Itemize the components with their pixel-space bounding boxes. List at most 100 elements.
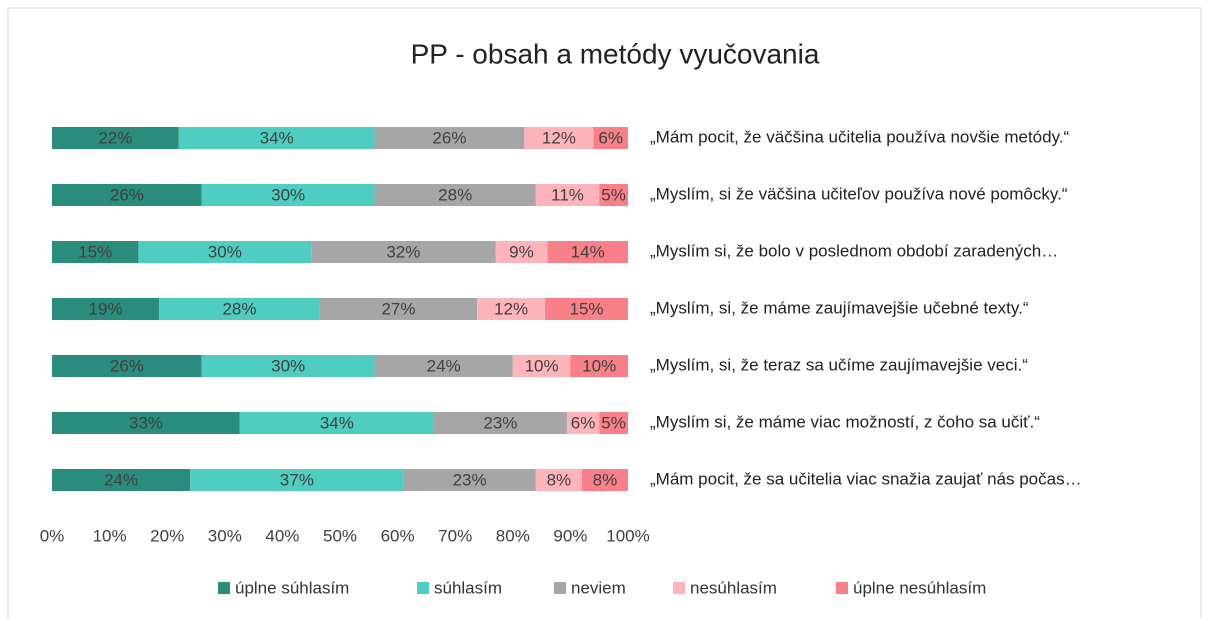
bar-segment xyxy=(477,298,546,320)
legend-label: nesúhlasím xyxy=(690,578,777,597)
legend-label: úplne nesúhlasím xyxy=(853,578,986,597)
data-label: 30% xyxy=(208,242,242,261)
x-tick-label: 100% xyxy=(606,526,649,545)
bar-segment xyxy=(547,241,628,263)
category-label: „Myslím si, že bolo v poslednom období z… xyxy=(650,241,1058,260)
data-label: 9% xyxy=(509,242,534,261)
bar-segment xyxy=(535,469,582,491)
data-label: 30% xyxy=(271,185,305,204)
x-tick-label: 80% xyxy=(496,526,530,545)
bar-segment xyxy=(311,241,496,263)
x-tick-label: 60% xyxy=(381,526,415,545)
legend-swatch xyxy=(673,582,685,594)
bar-segment xyxy=(512,355,571,377)
data-label: 6% xyxy=(571,413,596,432)
data-label: 24% xyxy=(427,356,461,375)
x-tick-label: 70% xyxy=(438,526,472,545)
data-label: 34% xyxy=(260,128,294,147)
chart-title: PP - obsah a metódy vyučovania xyxy=(411,38,820,69)
data-label: 24% xyxy=(104,470,138,489)
data-label: 26% xyxy=(110,185,144,204)
data-label: 15% xyxy=(78,242,112,261)
data-label: 15% xyxy=(570,299,604,318)
bar-segment xyxy=(138,241,312,263)
bar-segment xyxy=(190,469,404,491)
data-label: 5% xyxy=(601,185,626,204)
bar-segment xyxy=(52,298,160,320)
category-label: „Mám pocit, že sa učitelia viac snažia z… xyxy=(650,469,1082,488)
data-label: 11% xyxy=(551,185,584,204)
data-label: 34% xyxy=(320,413,354,432)
bar-segment xyxy=(374,127,525,149)
data-label: 23% xyxy=(453,470,487,489)
bar-segment xyxy=(159,298,320,320)
category-label: „Mám pocit, že väčšina učitelia používa … xyxy=(650,127,1070,146)
data-label: 6% xyxy=(598,128,623,147)
bar-segment xyxy=(52,412,240,434)
data-label: 19% xyxy=(89,299,123,318)
bar-segment xyxy=(52,469,191,491)
data-label: 12% xyxy=(494,299,528,318)
bar-segment xyxy=(201,355,375,377)
bar-segment xyxy=(52,355,202,377)
bar-segment xyxy=(374,184,536,206)
data-label: 32% xyxy=(386,242,420,261)
bar-segment xyxy=(52,241,139,263)
bar-segment xyxy=(433,412,567,434)
data-label: 26% xyxy=(432,128,466,147)
legend-label: úplne súhlasím xyxy=(235,578,349,597)
data-label: 23% xyxy=(483,413,517,432)
bar-segment xyxy=(545,298,628,320)
bar-segment xyxy=(403,469,536,491)
bar-segment xyxy=(52,127,179,149)
x-tick-label: 40% xyxy=(265,526,299,545)
bar-segment xyxy=(52,184,202,206)
x-tick-label: 50% xyxy=(323,526,357,545)
x-tick-label: 10% xyxy=(93,526,127,545)
legend-label: neviem xyxy=(571,578,626,597)
bar-segment xyxy=(374,355,513,377)
bar-segment xyxy=(319,298,478,320)
category-label: „Myslím, si, že máme zaujímavejšie učebn… xyxy=(650,298,1029,317)
data-label: 10% xyxy=(582,356,616,375)
data-label: 10% xyxy=(525,356,559,375)
data-label: 12% xyxy=(542,128,576,147)
data-label: 28% xyxy=(438,185,472,204)
legend-swatch xyxy=(417,582,429,594)
bar-segment xyxy=(239,412,434,434)
x-tick-label: 0% xyxy=(40,526,65,545)
bar-segment xyxy=(599,412,628,434)
x-tick-label: 30% xyxy=(208,526,242,545)
data-label: 22% xyxy=(98,128,132,147)
bar-segment xyxy=(570,355,628,377)
legend-swatch xyxy=(836,582,848,594)
data-label: 14% xyxy=(571,242,605,261)
legend-swatch xyxy=(554,582,566,594)
bar-segment xyxy=(178,127,375,149)
data-label: 27% xyxy=(381,299,415,318)
bar-segment xyxy=(495,241,548,263)
bar-segment xyxy=(524,127,594,149)
x-tick-label: 90% xyxy=(553,526,587,545)
legend-swatch xyxy=(218,582,230,594)
data-label: 8% xyxy=(547,470,572,489)
bar-segment xyxy=(201,184,375,206)
bar-segment xyxy=(566,412,600,434)
x-tick-label: 20% xyxy=(150,526,184,545)
bar-segment xyxy=(581,469,628,491)
bar-segment xyxy=(599,184,628,206)
data-label: 37% xyxy=(280,470,314,489)
data-label: 5% xyxy=(601,413,626,432)
legend-label: súhlasím xyxy=(434,578,502,597)
data-label: 33% xyxy=(129,413,163,432)
data-label: 8% xyxy=(593,470,618,489)
bar-segment xyxy=(535,184,600,206)
category-label: „Myslím si, že máme viac možností, z čoh… xyxy=(650,412,1040,431)
data-label: 26% xyxy=(110,356,144,375)
category-label: „Myslím, si, že teraz sa učíme zaujímave… xyxy=(650,355,1028,374)
category-label: „Myslím, si že väčšina učiteľov používa … xyxy=(650,184,1068,203)
bar-segment xyxy=(593,127,628,149)
data-label: 30% xyxy=(271,356,305,375)
